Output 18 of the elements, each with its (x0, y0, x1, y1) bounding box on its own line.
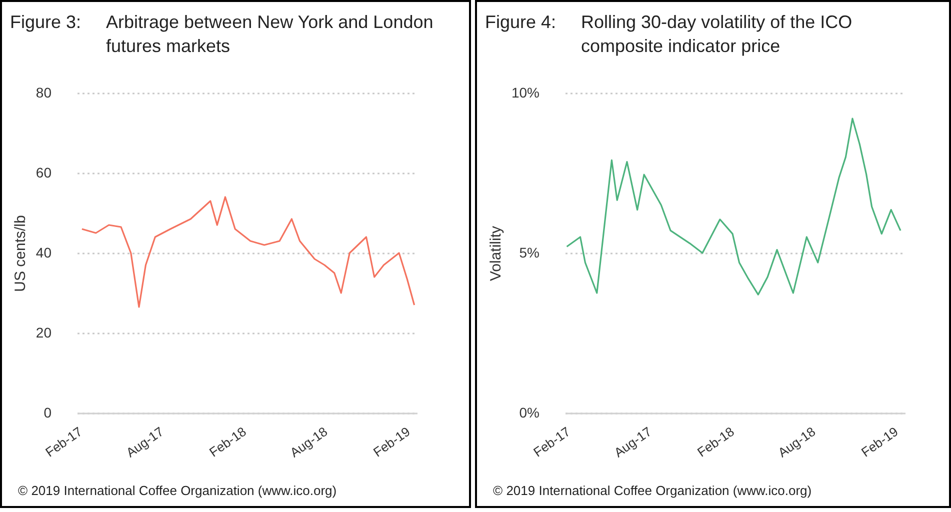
text: © 2019 International Coffee Organization (www.ico.org) (18, 483, 337, 498)
text: © 2019 International Coffee Organization (www.ico.org) (493, 483, 812, 498)
y-tick-label: 20 (36, 324, 52, 340)
y-axis-title: Volatility (487, 225, 504, 282)
y-tick-label: 80 (36, 84, 52, 100)
chart-title: Figure 4: (485, 11, 558, 34)
chart-subtitle: Rolling 30-day volatility of the ICO composite indicator price (581, 11, 854, 58)
y-tick-label: 10% (511, 84, 540, 100)
y-tick-label: 40 (36, 244, 52, 260)
chart-subtitle: Arbitrage between New York and London futures markets (106, 11, 434, 58)
chart-title: Figure 3: (10, 11, 82, 34)
line-series (81, 196, 416, 308)
y-axis-title: US cents/lb (12, 215, 29, 292)
y-tick-label: 0 (44, 404, 52, 420)
line-series (566, 118, 902, 296)
y-tick-label: 0% (519, 404, 540, 420)
y-tick-label: 5% (519, 244, 540, 260)
y-tick-label: 60 (36, 164, 52, 180)
